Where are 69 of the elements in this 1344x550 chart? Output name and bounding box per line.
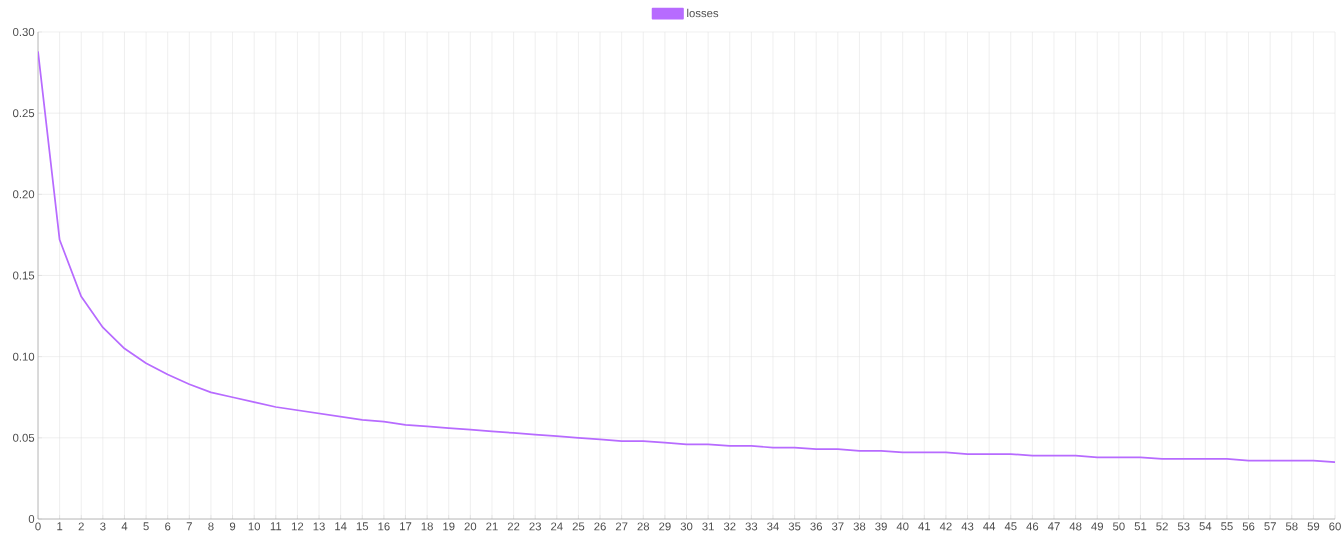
x-tick-label: 56 [1242,522,1255,531]
x-tick-label: 11 [270,522,282,531]
x-tick-label: 41 [918,522,931,531]
y-tick-label: 0.30 [13,27,35,36]
x-tick-label: 50 [1113,522,1125,531]
x-tick-label: 48 [1069,522,1082,531]
x-tick-label: 53 [1177,522,1190,531]
x-tick-label: 33 [745,522,758,531]
x-tick-label: 27 [615,522,628,531]
y-tick-label: 0.20 [13,190,35,199]
x-tick-label: 22 [507,522,520,531]
x-tick-label: 38 [853,522,866,531]
x-tick-label: 32 [723,522,736,531]
x-tick-label: 7 [186,522,192,531]
legend-label: losses [687,8,719,18]
x-tick-label: 3 [100,522,106,531]
x-tick-label: 45 [1004,522,1017,531]
x-tick-label: 28 [637,522,650,531]
x-tick-label: 1 [57,522,63,531]
x-tick-label: 20 [464,522,477,531]
x-tick-label: 37 [831,522,844,531]
x-tick-label: 9 [229,522,236,531]
y-tick-label: 0.25 [13,109,35,118]
x-tick-label: 35 [788,522,801,531]
x-tick-label: 54 [1199,522,1212,531]
x-tick-label: 58 [1285,522,1298,531]
x-tick-label: 51 [1134,522,1147,531]
x-tick-label: 15 [356,522,369,531]
x-tick-label: 12 [291,522,304,531]
y-tick-label: 0.10 [13,352,35,361]
x-tick-label: 42 [939,522,952,531]
x-tick-label: 39 [875,522,887,531]
x-tick-label: 49 [1091,522,1103,531]
x-tick-label: 36 [810,522,823,531]
x-tick-label: 34 [767,522,779,531]
y-tick-label: 0.05 [13,433,35,442]
x-tick-label: 57 [1264,522,1276,531]
x-tick-label: 14 [335,522,347,531]
x-tick-label: 19 [443,522,455,531]
x-tick-label: 24 [551,522,563,531]
x-tick-label: 0 [35,522,41,531]
x-tick-label: 59 [1307,522,1320,531]
x-tick-label: 13 [313,522,325,531]
x-tick-label: 21 [486,522,498,531]
x-tick-label: 46 [1026,522,1039,531]
x-tick-label: 8 [208,522,214,531]
x-tick-label: 26 [594,522,606,531]
x-tick-label: 30 [680,522,693,531]
y-tick-label: 0 [28,515,35,523]
x-tick-label: 52 [1156,522,1168,531]
x-tick-label: 23 [529,522,541,531]
y-tick-label: 0.15 [13,271,35,280]
x-tick-label: 16 [378,522,390,531]
x-tick-label: 31 [702,522,714,531]
x-tick-label: 5 [143,522,149,531]
x-tick-label: 47 [1047,522,1060,531]
x-tick-label: 17 [400,522,412,531]
x-tick-label: 44 [983,522,996,531]
x-tick-label: 2 [78,522,84,531]
x-tick-label: 4 [121,522,128,531]
x-tick-label: 55 [1221,522,1233,531]
x-tick-label: 18 [421,522,433,531]
x-tick-label: 25 [572,522,585,531]
x-tick-label: 40 [896,522,909,531]
x-tick-label: 6 [165,522,171,531]
x-tick-label: 43 [961,522,974,531]
x-tick-label: 10 [248,522,261,531]
x-tick-label: 29 [659,522,671,531]
x-tick-label: 60 [1329,522,1341,531]
